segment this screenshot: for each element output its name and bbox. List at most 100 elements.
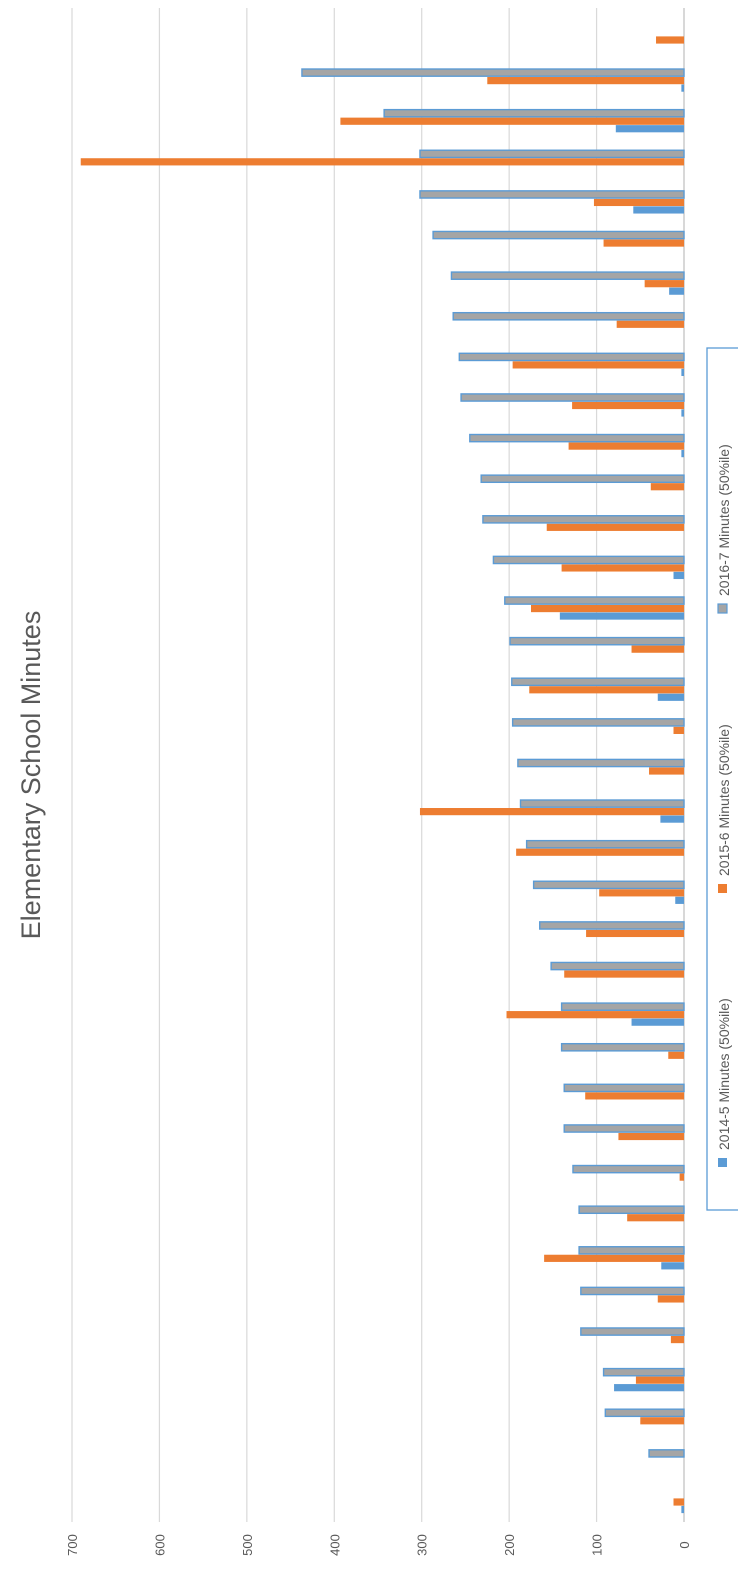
bar <box>561 564 684 572</box>
bar <box>419 190 685 199</box>
bar <box>633 206 684 214</box>
bar <box>679 1173 684 1181</box>
legend: 2014-5 Minutes (50%ile) 2015-6 Minutes (5… <box>706 347 738 1211</box>
tick-label: 700 <box>65 1534 80 1556</box>
bar <box>458 352 685 362</box>
bar <box>585 1092 684 1100</box>
bar <box>669 287 684 295</box>
bar <box>452 311 685 321</box>
bar <box>656 36 684 44</box>
bar <box>586 929 684 938</box>
bar <box>511 677 685 687</box>
bar <box>509 636 685 646</box>
bar <box>603 239 684 247</box>
bar <box>519 799 685 808</box>
bar <box>681 409 684 417</box>
bar <box>593 198 684 207</box>
bars <box>80 36 685 1514</box>
legend-box <box>706 347 738 1211</box>
bar <box>450 271 685 280</box>
bar <box>572 1164 685 1174</box>
bar <box>383 108 685 118</box>
bar <box>563 1124 685 1133</box>
bar <box>649 767 684 775</box>
bar <box>631 645 684 653</box>
bar <box>673 1498 684 1506</box>
bar <box>525 839 685 849</box>
legend-swatch <box>718 884 727 893</box>
bar <box>670 1335 684 1344</box>
bar <box>578 1246 685 1255</box>
bar <box>657 1295 684 1303</box>
legend-label: 2014-5 Minutes (50%ile) <box>716 998 732 1150</box>
bar <box>531 604 684 613</box>
bar <box>614 1384 684 1392</box>
bar <box>511 718 685 727</box>
tick-label: 400 <box>327 1534 342 1556</box>
bar <box>432 230 685 240</box>
tick-label: 500 <box>240 1534 255 1556</box>
bar <box>517 758 685 768</box>
bar <box>480 474 685 484</box>
legend-label: 2015-6 Minutes (50%ile) <box>716 724 732 876</box>
bar <box>568 442 684 450</box>
bar <box>580 1286 685 1296</box>
bar <box>635 1376 684 1384</box>
bar <box>681 368 684 376</box>
tick-label: 300 <box>415 1534 430 1556</box>
bar <box>578 1205 685 1215</box>
bar <box>504 596 685 605</box>
bar <box>661 1262 684 1270</box>
bar <box>631 1018 684 1026</box>
bar <box>492 555 685 565</box>
legend-swatch <box>718 1158 727 1167</box>
bar <box>512 361 684 369</box>
bar <box>482 515 685 524</box>
tick-label: 0 <box>677 1541 692 1548</box>
bar <box>675 896 684 904</box>
chart-title: Elementary School Minutes <box>16 611 46 940</box>
legend-swatch <box>717 603 728 614</box>
bar <box>580 1327 685 1336</box>
bar <box>301 68 685 77</box>
tick-label: 200 <box>502 1534 517 1556</box>
bar <box>604 1408 685 1418</box>
bar <box>506 1011 684 1019</box>
bar <box>560 1002 685 1011</box>
bar <box>648 1449 685 1458</box>
bar <box>563 1083 685 1093</box>
tick-labels: 0 100 200 300 400 500 600 700 <box>65 1534 692 1556</box>
bar <box>618 1132 684 1141</box>
bar <box>673 726 684 734</box>
bar <box>657 693 684 701</box>
bar <box>650 483 684 491</box>
bar <box>560 1042 685 1052</box>
bar <box>516 848 684 856</box>
bar <box>532 880 685 890</box>
bar <box>80 158 684 166</box>
bar <box>550 961 685 971</box>
legend-label: 2016-7 Minutes (50%ile) <box>716 444 732 596</box>
bar <box>599 889 684 897</box>
bar <box>615 125 684 133</box>
bar <box>529 686 684 694</box>
bar <box>419 149 685 159</box>
bar <box>602 1367 685 1377</box>
bar <box>572 401 684 410</box>
bar <box>539 921 685 930</box>
bar <box>616 320 684 328</box>
tick-label: 600 <box>152 1534 167 1556</box>
bar <box>681 1505 684 1514</box>
bar <box>673 571 684 580</box>
bar <box>668 1051 684 1059</box>
bar <box>340 117 684 125</box>
bar <box>460 393 685 402</box>
bar <box>640 1417 684 1425</box>
grid-lines <box>71 8 598 1522</box>
bar <box>469 433 685 443</box>
bar <box>546 523 684 531</box>
bar <box>564 970 684 978</box>
bar <box>644 280 684 288</box>
bar <box>681 450 684 458</box>
